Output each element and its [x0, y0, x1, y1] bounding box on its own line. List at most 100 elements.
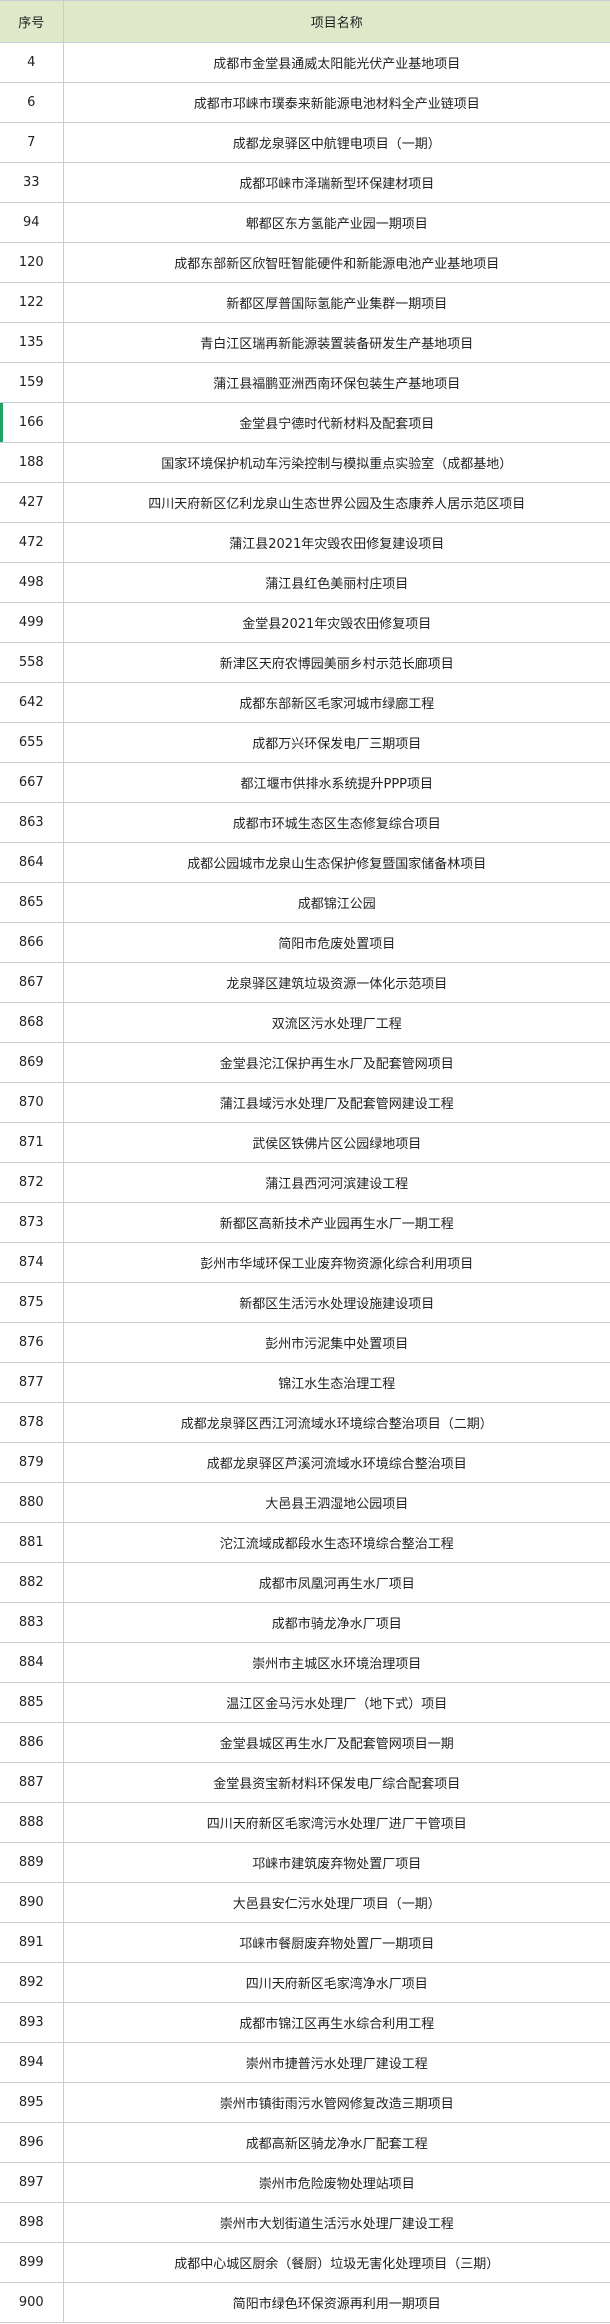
row-index-cell[interactable]: 427 [0, 482, 64, 523]
row-index-cell[interactable]: 120 [0, 242, 64, 283]
row-index-cell[interactable]: 865 [0, 882, 64, 923]
project-name-cell[interactable]: 大邑县王泗湿地公园项目 [62, 1482, 610, 1523]
row-index-cell[interactable]: 897 [0, 2162, 64, 2203]
project-name-cell[interactable]: 金堂县宁德时代新材料及配套项目 [62, 402, 610, 443]
project-name-cell[interactable]: 金堂县2021年灾毁农田修复项目 [62, 602, 610, 643]
row-index-cell[interactable]: 869 [0, 1042, 64, 1083]
project-name-cell[interactable]: 大邑县安仁污水处理厂项目（一期） [62, 1882, 610, 1923]
row-index-cell[interactable]: 655 [0, 722, 64, 763]
row-index-cell[interactable]: 94 [0, 202, 64, 243]
row-index-cell[interactable]: 895 [0, 2082, 64, 2123]
project-name-cell[interactable]: 成都万兴环保发电厂三期项目 [62, 722, 610, 763]
project-name-cell[interactable]: 国家环境保护机动车污染控制与模拟重点实验室（成都基地） [62, 442, 610, 483]
row-index-cell[interactable]: 900 [0, 2282, 64, 2323]
project-name-cell[interactable]: 金堂县资宝新材料环保发电厂综合配套项目 [62, 1762, 610, 1803]
project-name-cell[interactable]: 成都市环城生态区生态修复综合项目 [62, 802, 610, 843]
project-name-cell[interactable]: 邛崃市餐厨废弃物处置厂一期项目 [62, 1922, 610, 1963]
row-index-cell[interactable]: 890 [0, 1882, 64, 1923]
row-index-cell[interactable]: 880 [0, 1482, 64, 1523]
project-name-cell[interactable]: 成都东部新区毛家河城市绿廊工程 [62, 682, 610, 723]
row-index-cell[interactable]: 875 [0, 1282, 64, 1323]
project-name-cell[interactable]: 四川天府新区毛家湾污水处理厂进厂干管项目 [62, 1802, 610, 1843]
row-index-cell[interactable]: 888 [0, 1802, 64, 1843]
project-name-cell[interactable]: 新都区生活污水处理设施建设项目 [62, 1282, 610, 1323]
project-name-cell[interactable]: 青白江区瑞再新能源装置装备研发生产基地项目 [62, 322, 610, 363]
row-index-cell[interactable]: 872 [0, 1162, 64, 1203]
row-index-cell[interactable]: 896 [0, 2122, 64, 2163]
project-name-cell[interactable]: 成都市锦江区再生水综合利用工程 [62, 2002, 610, 2043]
project-name-cell[interactable]: 成都市邛崃市璞泰来新能源电池材料全产业链项目 [62, 82, 610, 123]
project-name-cell[interactable]: 崇州市大划街道生活污水处理厂建设工程 [62, 2202, 610, 2243]
project-name-cell[interactable]: 成都公园城市龙泉山生态保护修复暨国家储备林项目 [62, 842, 610, 883]
project-name-cell[interactable]: 金堂县沱江保护再生水厂及配套管网项目 [62, 1042, 610, 1083]
row-index-cell[interactable]: 4 [0, 42, 64, 83]
project-name-cell[interactable]: 新津区天府农博园美丽乡村示范长廊项目 [62, 642, 610, 683]
project-name-cell[interactable]: 沱江流域成都段水生态环境综合整治工程 [62, 1522, 610, 1563]
project-name-cell[interactable]: 成都市金堂县通威太阳能光伏产业基地项目 [62, 42, 610, 83]
project-name-cell[interactable]: 崇州市危险废物处理站项目 [62, 2162, 610, 2203]
row-index-cell[interactable]: 870 [0, 1082, 64, 1123]
row-index-cell[interactable]: 881 [0, 1522, 64, 1563]
project-name-cell[interactable]: 彭州市污泥集中处置项目 [62, 1322, 610, 1363]
row-index-cell[interactable]: 885 [0, 1682, 64, 1723]
project-name-cell[interactable]: 双流区污水处理厂工程 [62, 1002, 610, 1043]
project-name-cell[interactable]: 四川天府新区毛家湾净水厂项目 [62, 1962, 610, 2003]
row-index-cell[interactable]: 899 [0, 2242, 64, 2283]
row-index-cell[interactable]: 159 [0, 362, 64, 403]
row-index-cell[interactable]: 874 [0, 1242, 64, 1283]
row-index-cell[interactable]: 866 [0, 922, 64, 963]
project-name-cell[interactable]: 金堂县城区再生水厂及配套管网项目一期 [62, 1722, 610, 1763]
project-name-cell[interactable]: 蒲江县2021年灾毁农田修复建设项目 [62, 522, 610, 563]
row-index-cell[interactable]: 891 [0, 1922, 64, 1963]
row-index-cell[interactable]: 188 [0, 442, 64, 483]
project-name-cell[interactable]: 蒲江县域污水处理厂及配套管网建设工程 [62, 1082, 610, 1123]
row-index-cell[interactable]: 876 [0, 1322, 64, 1363]
project-name-cell[interactable]: 崇州市镇街雨污水管网修复改造三期项目 [62, 2082, 610, 2123]
project-name-cell[interactable]: 邛崃市建筑废弃物处置厂项目 [62, 1842, 610, 1883]
row-index-cell[interactable]: 863 [0, 802, 64, 843]
project-name-cell[interactable]: 成都市凤凰河再生水厂项目 [62, 1562, 610, 1603]
row-index-cell[interactable]: 867 [0, 962, 64, 1003]
project-name-cell[interactable]: 彭州市华域环保工业废弃物资源化综合利用项目 [62, 1242, 610, 1283]
project-name-cell[interactable]: 成都市骑龙净水厂项目 [62, 1602, 610, 1643]
row-index-cell[interactable]: 135 [0, 322, 64, 363]
project-name-cell[interactable]: 武侯区铁佛片区公园绿地项目 [62, 1122, 610, 1163]
project-name-cell[interactable]: 新都区厚普国际氢能产业集群一期项目 [62, 282, 610, 323]
row-index-cell[interactable]: 166 [0, 402, 64, 443]
project-name-cell[interactable]: 简阳市绿色环保资源再利用一期项目 [62, 2282, 610, 2323]
project-name-cell[interactable]: 新都区高新技术产业园再生水厂一期工程 [62, 1202, 610, 1243]
project-name-cell[interactable]: 崇州市捷普污水处理厂建设工程 [62, 2042, 610, 2083]
project-name-cell[interactable]: 锦江水生态治理工程 [62, 1362, 610, 1403]
project-name-cell[interactable]: 成都高新区骑龙净水厂配套工程 [62, 2122, 610, 2163]
project-name-cell[interactable]: 成都龙泉驿区芦溪河流域水环境综合整治项目 [62, 1442, 610, 1483]
project-name-cell[interactable]: 成都龙泉驿区西江河流域水环境综合整治项目（二期） [62, 1402, 610, 1443]
project-name-cell[interactable]: 崇州市主城区水环境治理项目 [62, 1642, 610, 1683]
row-index-cell[interactable]: 882 [0, 1562, 64, 1603]
row-index-cell[interactable]: 864 [0, 842, 64, 883]
row-index-cell[interactable]: 877 [0, 1362, 64, 1403]
row-index-cell[interactable]: 7 [0, 122, 64, 163]
project-name-cell[interactable]: 成都龙泉驿区中航锂电项目（一期） [62, 122, 610, 163]
row-index-cell[interactable]: 879 [0, 1442, 64, 1483]
row-index-cell[interactable]: 472 [0, 522, 64, 563]
row-index-cell[interactable]: 33 [0, 162, 64, 203]
project-name-cell[interactable]: 蒲江县福鹏亚洲西南环保包装生产基地项目 [62, 362, 610, 403]
project-name-cell[interactable]: 成都东部新区欣智旺智能硬件和新能源电池产业基地项目 [62, 242, 610, 283]
row-index-cell[interactable]: 868 [0, 1002, 64, 1043]
project-name-cell[interactable]: 龙泉驿区建筑垃圾资源一体化示范项目 [62, 962, 610, 1003]
column-header-index[interactable]: 序号 [0, 0, 64, 43]
project-name-cell[interactable]: 简阳市危废处置项目 [62, 922, 610, 963]
row-index-cell[interactable]: 893 [0, 2002, 64, 2043]
row-index-cell[interactable]: 892 [0, 1962, 64, 2003]
project-name-cell[interactable]: 成都邛崃市泽瑞新型环保建材项目 [62, 162, 610, 203]
row-index-cell[interactable]: 873 [0, 1202, 64, 1243]
column-header-name[interactable]: 项目名称 [62, 0, 610, 43]
row-index-cell[interactable]: 6 [0, 82, 64, 123]
row-index-cell[interactable]: 894 [0, 2042, 64, 2083]
row-index-cell[interactable]: 884 [0, 1642, 64, 1683]
project-name-cell[interactable]: 蒲江县红色美丽村庄项目 [62, 562, 610, 603]
row-index-cell[interactable]: 642 [0, 682, 64, 723]
row-index-cell[interactable]: 886 [0, 1722, 64, 1763]
project-name-cell[interactable]: 郫都区东方氢能产业园一期项目 [62, 202, 610, 243]
project-name-cell[interactable]: 蒲江县西河河滨建设工程 [62, 1162, 610, 1203]
